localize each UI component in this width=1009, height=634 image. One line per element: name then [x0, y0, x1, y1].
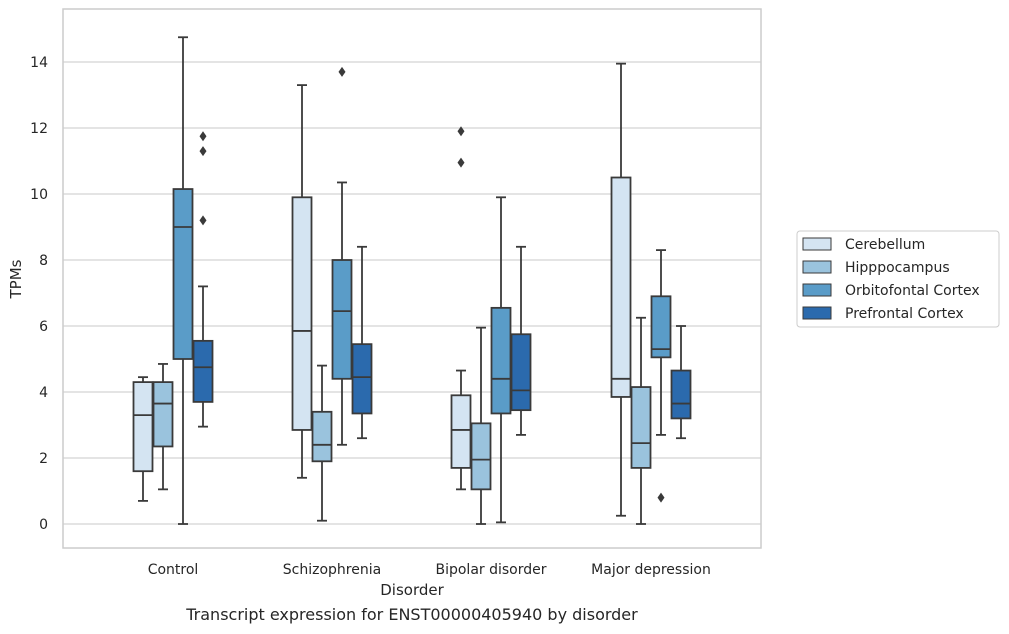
box-body: [610, 176, 632, 398]
box-body: [510, 333, 532, 412]
outlier-point: [657, 492, 665, 503]
legend-swatch: [802, 283, 832, 297]
y-tick-label: 0: [39, 517, 48, 533]
x-tick-label: Bipolar disorder: [435, 562, 546, 578]
legend-label: Orbitofontal Cortex: [845, 283, 980, 299]
outlier-point: [338, 66, 346, 77]
y-tick-labels: 0 2 4 6 8 10 12 14: [30, 55, 48, 533]
box-0-1: [291, 84, 313, 479]
outlier-point: [199, 146, 207, 157]
box-1-3: [630, 316, 652, 525]
x-tick-label: Control: [148, 562, 199, 578]
legend-label: Cerebellum: [845, 237, 925, 253]
box-body: [152, 381, 174, 448]
legend-frame: [796, 230, 1000, 328]
box-body: [351, 343, 373, 415]
outlier-point: [457, 157, 465, 168]
box-0-3: [610, 62, 632, 517]
box-3-1: [351, 245, 373, 440]
legend-label: Hipppocampus: [845, 260, 950, 276]
box-2-3: [650, 249, 672, 503]
box-body: [192, 339, 214, 403]
y-tick-label: 12: [30, 121, 48, 137]
box-0-2: [450, 126, 472, 491]
legend-swatch: [802, 237, 832, 251]
legend: Cerebellum Hipppocampus Orbitofontal Corte…: [796, 230, 1000, 328]
outlier-point: [457, 126, 465, 137]
box-body: [650, 295, 672, 359]
outlier-point: [199, 215, 207, 226]
boxes: [132, 36, 692, 525]
box-body: [490, 306, 512, 415]
figure-caption: Transcript expression for ENST0000040594…: [186, 605, 638, 624]
x-tick-labels: Control Schizophrenia Bipolar disorder Majo…: [148, 562, 711, 578]
box-2-2: [490, 196, 512, 524]
y-tick-label: 4: [39, 385, 48, 401]
legend-swatch: [802, 306, 832, 320]
box-2-1: [331, 66, 353, 446]
y-tick-label: 6: [39, 319, 48, 335]
outlier-point: [199, 131, 207, 142]
plot-area-frame: [62, 8, 762, 549]
box-body: [172, 188, 194, 360]
y-tick-label: 14: [30, 55, 48, 71]
x-tick-label: Major depression: [591, 562, 711, 578]
box-body: [670, 369, 692, 420]
box-3-2: [510, 245, 532, 436]
legend-label: Prefrontal Cortex: [845, 306, 964, 322]
legend-swatch: [802, 260, 832, 274]
box-2-0: [172, 36, 194, 525]
y-axis-label: TPMs: [7, 259, 25, 299]
box-3-0: [192, 131, 214, 428]
box-0-0: [132, 376, 154, 502]
y-tick-label: 2: [39, 451, 48, 467]
box-body: [470, 422, 492, 491]
box-body: [132, 381, 154, 473]
x-tick-label: Schizophrenia: [283, 562, 381, 578]
box-body: [311, 410, 333, 463]
x-axis-label: Disorder: [380, 581, 444, 599]
y-tick-label: 10: [30, 187, 48, 203]
box-body: [630, 386, 652, 469]
box-1-1: [311, 364, 333, 522]
box-3-3: [670, 325, 692, 440]
grid: [63, 61, 761, 525]
box-body: [331, 259, 353, 380]
box-body: [291, 196, 313, 431]
box-body: [450, 394, 472, 469]
box-1-2: [470, 326, 492, 525]
y-tick-label: 8: [39, 253, 48, 269]
box-1-0: [152, 363, 174, 491]
